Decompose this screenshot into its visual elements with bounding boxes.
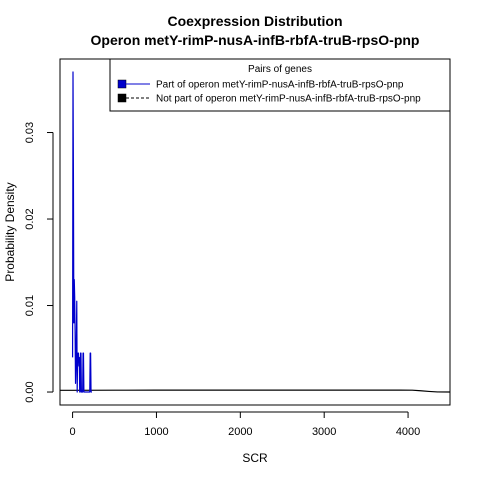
series-layer [60, 71, 451, 393]
legend-items: Part of operon metY-rimP-nusA-infB-rbfA-… [117, 79, 421, 105]
legend-title: Pairs of genes [248, 64, 312, 75]
y-axis: 0.00 0.01 0.02 0.03 [24, 122, 54, 403]
x-axis: 0 1000 2000 3000 4000 [70, 411, 420, 438]
x-tick-label: 4000 [396, 426, 420, 438]
chart-subtitle: Operon metY-rimP-nusA-infB-rbfA-truB-rps… [91, 32, 420, 48]
legend-entry-label: Part of operon metY-rimP-nusA-infB-rbfA-… [156, 80, 404, 91]
x-tick-label: 0 [70, 426, 76, 438]
x-tick-label: 1000 [144, 426, 168, 438]
legend: Pairs of genes Part of operon metY-rimP-… [109, 58, 451, 112]
x-tick-label: 2000 [228, 426, 252, 438]
legend-swatch [117, 93, 127, 103]
y-tick-label: 0.00 [24, 381, 36, 402]
legend-entry-label: Not part of operon metY-rimP-nusA-infB-r… [156, 94, 421, 105]
series-line-not-operon [60, 389, 451, 393]
y-tick-label: 0.03 [24, 122, 36, 143]
y-tick-label: 0.01 [24, 295, 36, 316]
legend-swatch [117, 79, 127, 89]
y-tick-label: 0.02 [24, 208, 36, 229]
y-axis-label: Probability Density [3, 182, 17, 281]
x-axis-label: SCR [242, 451, 268, 465]
x-tick-label: 3000 [312, 426, 336, 438]
legend-box [109, 58, 451, 112]
series-line-operon [71, 71, 93, 393]
chart-title: Coexpression Distribution [167, 13, 342, 29]
